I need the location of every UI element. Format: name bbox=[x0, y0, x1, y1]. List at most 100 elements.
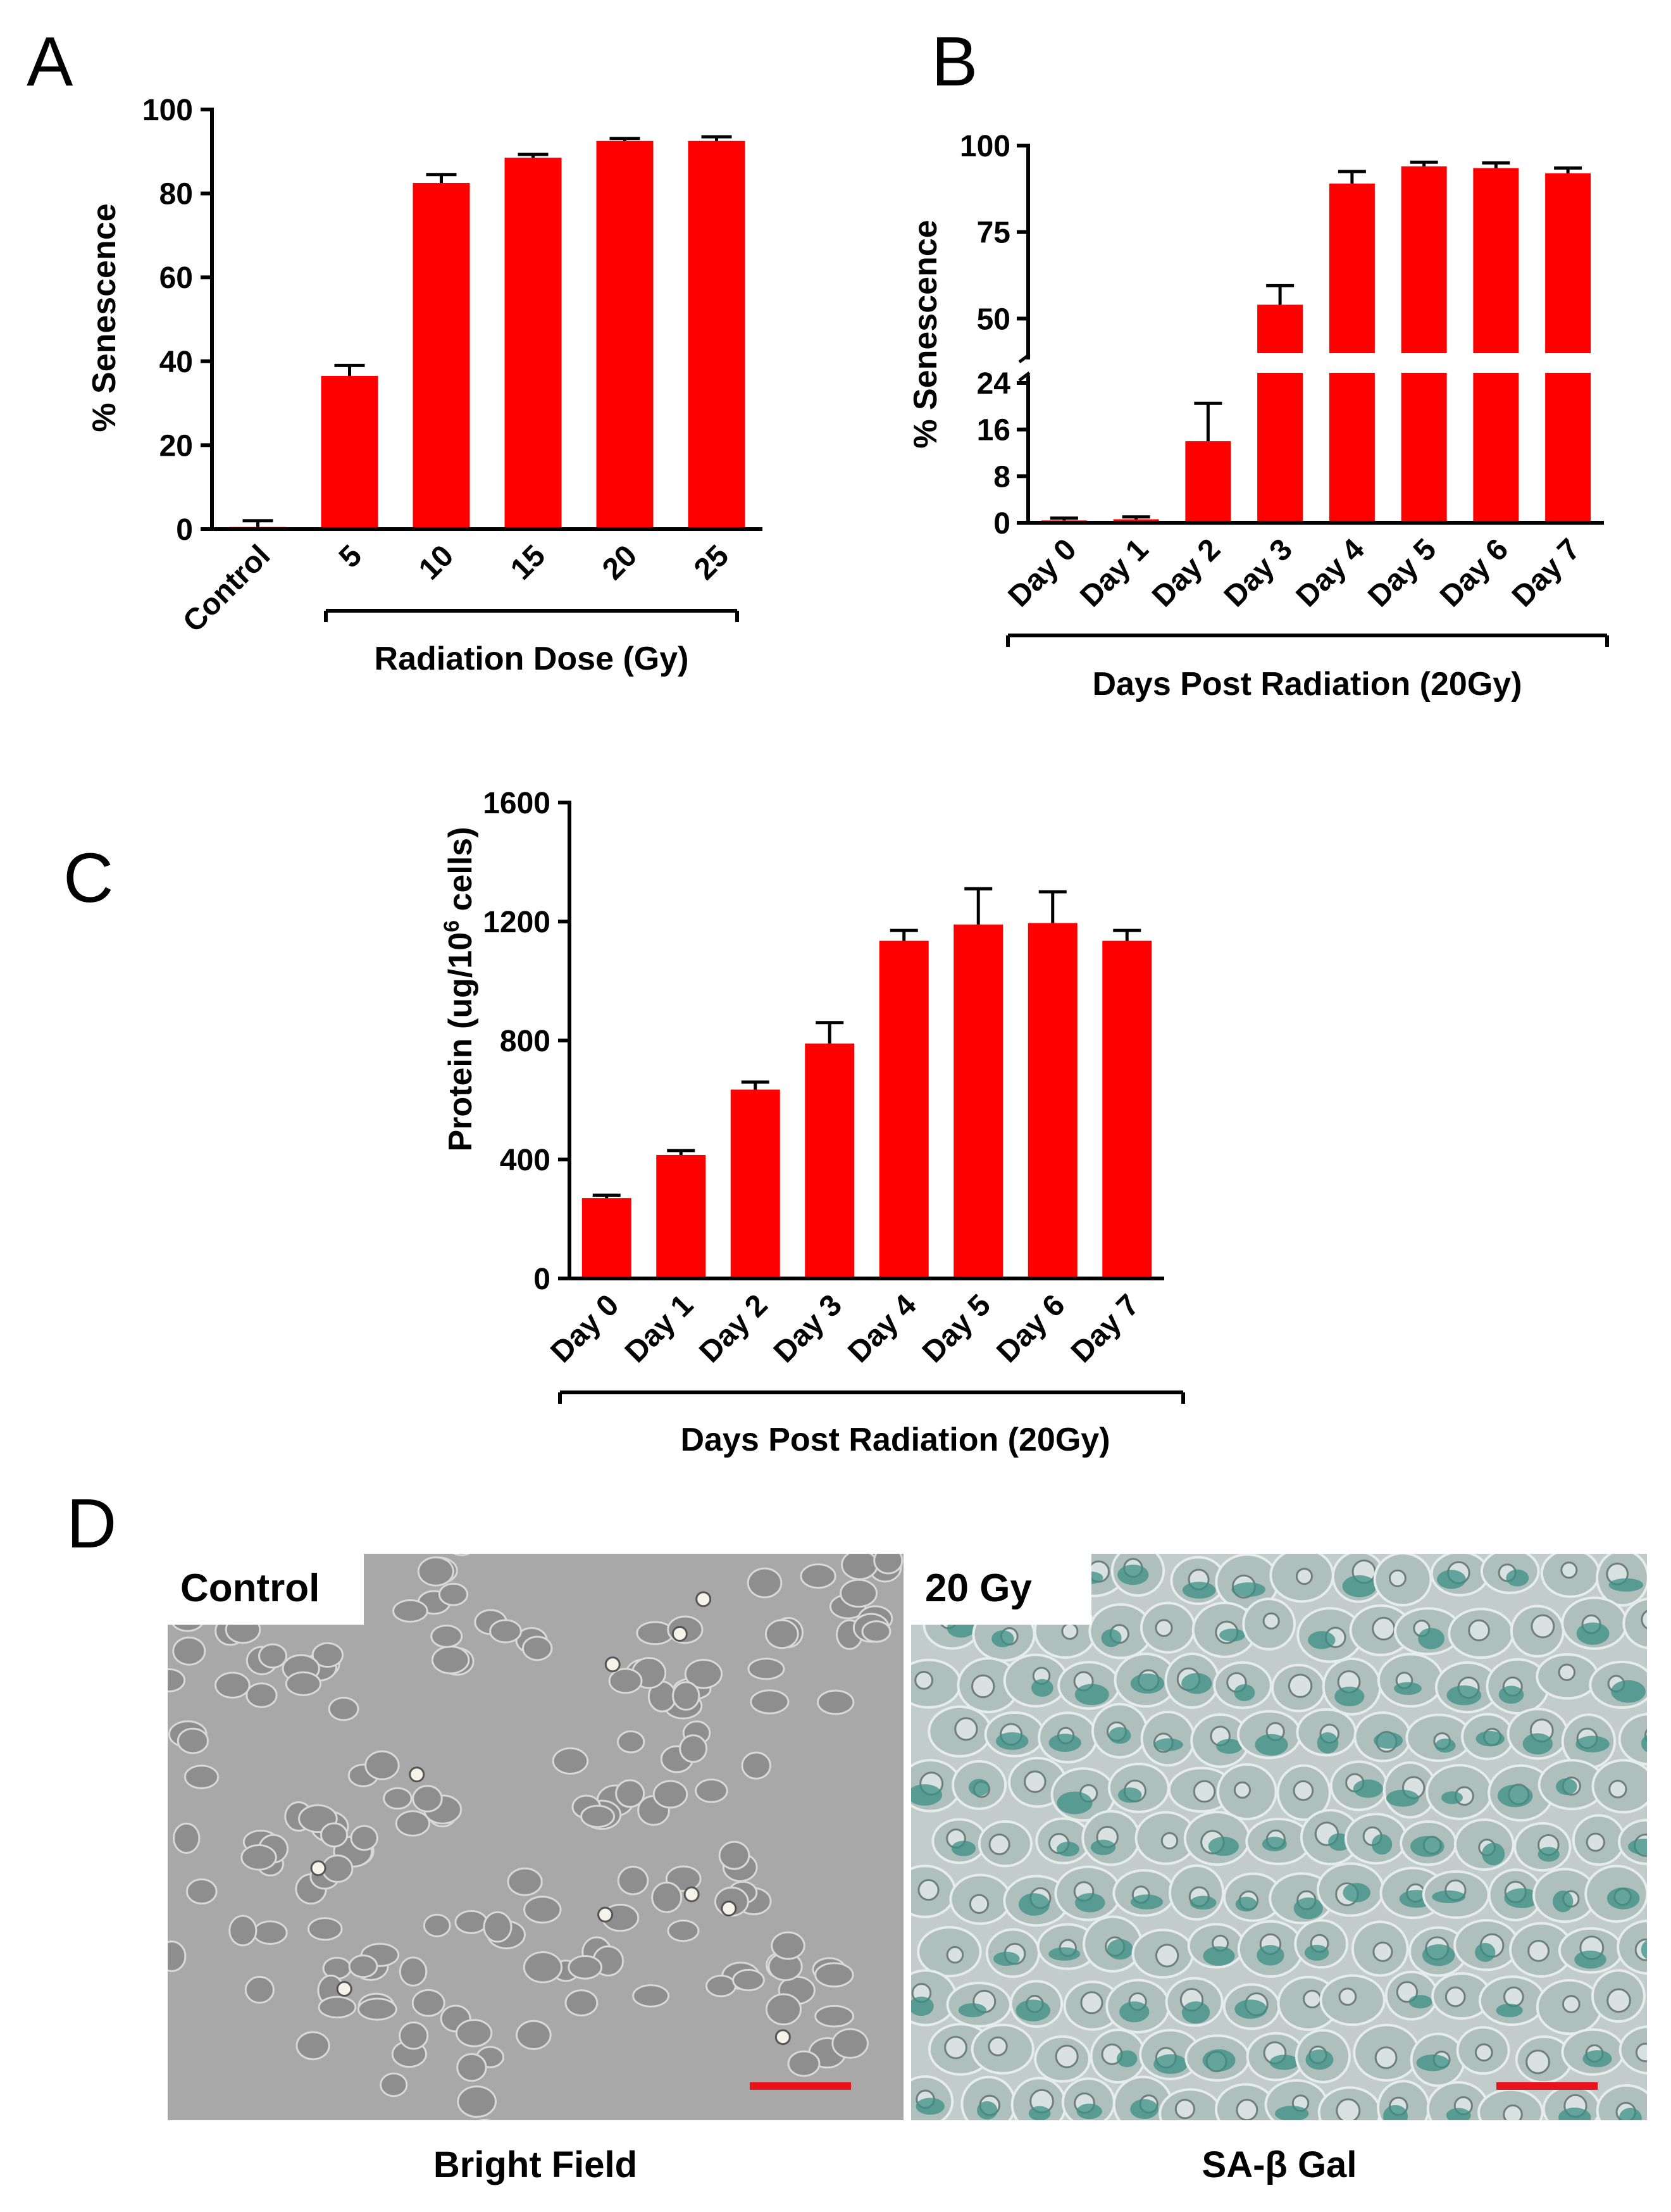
sa-gal-stain-112 bbox=[911, 1996, 934, 2016]
bright-field-cell-147 bbox=[787, 2050, 821, 2077]
chart-c-x-tick-3: Day 3 bbox=[767, 1288, 848, 1369]
bright-field-cell-160 bbox=[412, 1785, 443, 1813]
chart-a-x-tick-5: 25 bbox=[688, 539, 735, 586]
chart-c-y-tick-4: 1600 bbox=[483, 787, 550, 820]
chart-c-x-axis-label: Days Post Radiation (20Gy) bbox=[680, 1422, 1110, 1458]
sa-gal-stain-152 bbox=[1558, 2108, 1591, 2120]
bright-field-cell-144 bbox=[732, 1968, 765, 1992]
sa-gal-nucleus-25 bbox=[1531, 1614, 1555, 1639]
chart-c-x-tick-2: Day 2 bbox=[693, 1288, 774, 1369]
20gy-label: 20 Gy bbox=[925, 1566, 1032, 1610]
bright-field-cell-134 bbox=[392, 1599, 428, 1623]
bright-field-cell-157 bbox=[364, 1750, 400, 1780]
chart-a-dose-bracket bbox=[324, 609, 739, 622]
bright-field-cell-35 bbox=[318, 1996, 357, 2019]
sa-gal-stain-15 bbox=[991, 1630, 1014, 1647]
sa-gal-stain-105 bbox=[1304, 1944, 1329, 1961]
bright-field-cell-142 bbox=[765, 1993, 802, 2026]
sa-gal-stain-99 bbox=[993, 1951, 1020, 1966]
sa-gal-stain-6 bbox=[1231, 1582, 1265, 1597]
sa-gal-nucleus-125 bbox=[1606, 1988, 1631, 2013]
sa-gal-stain-75 bbox=[1208, 1837, 1239, 1856]
bright-field-cell-149 bbox=[395, 1810, 431, 1837]
sa-gal-cell-111 bbox=[1617, 1919, 1647, 1975]
sa-gal-stain-23 bbox=[1418, 1628, 1444, 1649]
sa-gal-stain-121 bbox=[1408, 1995, 1432, 2009]
bright-field-cell-76 bbox=[568, 1954, 603, 1980]
bright-field-cell-30 bbox=[173, 1822, 201, 1854]
left-scale-bar bbox=[750, 2082, 851, 2090]
chart-b-x-tick-3: Day 3 bbox=[1218, 532, 1299, 613]
bright-field-cell-39 bbox=[321, 1854, 354, 1884]
bright-field-cell-31 bbox=[295, 2031, 330, 2061]
sa-gal-nucleus-63 bbox=[1293, 1780, 1314, 1801]
sa-gal-stain-95 bbox=[1504, 1888, 1540, 1908]
bright-field-cell-116 bbox=[840, 1578, 878, 1608]
bright-field-round-cell-8 bbox=[597, 1906, 614, 1923]
sa-gal-nucleus-35 bbox=[1288, 1673, 1313, 1698]
20gy-label-box bbox=[911, 1554, 1091, 1625]
chart-c-days-bracket bbox=[558, 1390, 1185, 1404]
sa-gal-stain-92 bbox=[1343, 1883, 1370, 1903]
sa-gal-stain-113 bbox=[958, 2003, 987, 2018]
bright-field-micrograph: Control bbox=[168, 1554, 904, 2120]
bright-field-cell-132 bbox=[489, 1619, 522, 1644]
chart-b-x-tick-4: Day 4 bbox=[1290, 532, 1371, 613]
sa-gal-nucleus-139 bbox=[1635, 2042, 1647, 2063]
sa-gal-stain-10 bbox=[1437, 1570, 1466, 1589]
sa-gal-stain-149 bbox=[1382, 2104, 1408, 2120]
panel-c-label: C bbox=[63, 839, 113, 917]
sa-gal-stain-143 bbox=[1076, 2103, 1102, 2120]
chart-c-y-tick-3: 1200 bbox=[483, 906, 550, 939]
sa-gal-stain-59 bbox=[1057, 1791, 1093, 1815]
chart-c-axes bbox=[558, 801, 1164, 1280]
bright-field-cell-154 bbox=[320, 1822, 349, 1848]
chart-c-x-tick-1: Day 1 bbox=[619, 1288, 700, 1369]
bright-field-cell-146 bbox=[771, 1931, 805, 1960]
sa-gal-nucleus-121 bbox=[1396, 1981, 1419, 2003]
bright-field-cell-120 bbox=[873, 1554, 904, 1575]
bright-field-cell-26 bbox=[252, 1920, 288, 1946]
sa-gal-stain-144 bbox=[1130, 2099, 1159, 2120]
chart-c-error-bars bbox=[592, 887, 1141, 1199]
sa-gal-stain-4 bbox=[1117, 1565, 1149, 1585]
sa-gal-stain-94 bbox=[1432, 1890, 1465, 1903]
bright-field-cell-61 bbox=[357, 1997, 397, 2021]
chart-c-bar-3 bbox=[805, 1043, 855, 1278]
chart-b-y-tick-lower-2: 16 bbox=[977, 414, 1010, 447]
sa-gal-nucleus-106 bbox=[1372, 1941, 1393, 1962]
sa-gal-stain-30 bbox=[1031, 1678, 1053, 1697]
sa-gal-stain-54 bbox=[1575, 1735, 1610, 1753]
bright-field-cell-123 bbox=[452, 1554, 471, 1556]
chart-c-x-tick-6: Day 6 bbox=[990, 1288, 1071, 1369]
sa-gal-stain-65 bbox=[1386, 1789, 1419, 1807]
sa-gal-stain-32 bbox=[1130, 1673, 1165, 1694]
sa-gal-stain-132 bbox=[1269, 2054, 1300, 2070]
chart-c-y-axis-label: Protein (ug/106 cells) bbox=[440, 827, 479, 1151]
bright-field-cell-67 bbox=[507, 1867, 543, 1896]
bright-field-cell-115 bbox=[800, 1563, 836, 1589]
bright-field-cell-51 bbox=[456, 2018, 493, 2047]
chart-c-x-tick-7: Day 7 bbox=[1065, 1288, 1146, 1369]
sa-gal-stain-11 bbox=[1506, 1569, 1529, 1587]
sa-gal-stain-150 bbox=[1446, 2108, 1471, 2120]
chart-a-x-tick-1: 5 bbox=[333, 539, 368, 574]
sa-gal-nucleus-69 bbox=[1608, 1780, 1627, 1799]
sa-gal-stain-96 bbox=[1553, 1890, 1574, 1913]
bright-field-cell-105 bbox=[615, 1779, 645, 1808]
bright-field-cell-159 bbox=[383, 1787, 413, 1810]
sa-gal-stain-56 bbox=[911, 1784, 943, 1806]
chart-a-bars bbox=[229, 141, 745, 530]
sa-gal-stain-8 bbox=[1342, 1575, 1377, 1597]
bright-field-cell-15 bbox=[183, 1765, 220, 1790]
sa-gal-stain-88 bbox=[1131, 1894, 1163, 1909]
chart-c-y-label-superscript: 6 bbox=[440, 920, 464, 932]
chart-c-bar-0 bbox=[581, 1198, 631, 1278]
sa-gal-stain-66 bbox=[1441, 1791, 1463, 1804]
sa-gal-stain-140 bbox=[916, 2097, 945, 2115]
chart-b-axes bbox=[1017, 144, 1604, 525]
sa-gal-nucleus-126 bbox=[944, 2035, 967, 2059]
